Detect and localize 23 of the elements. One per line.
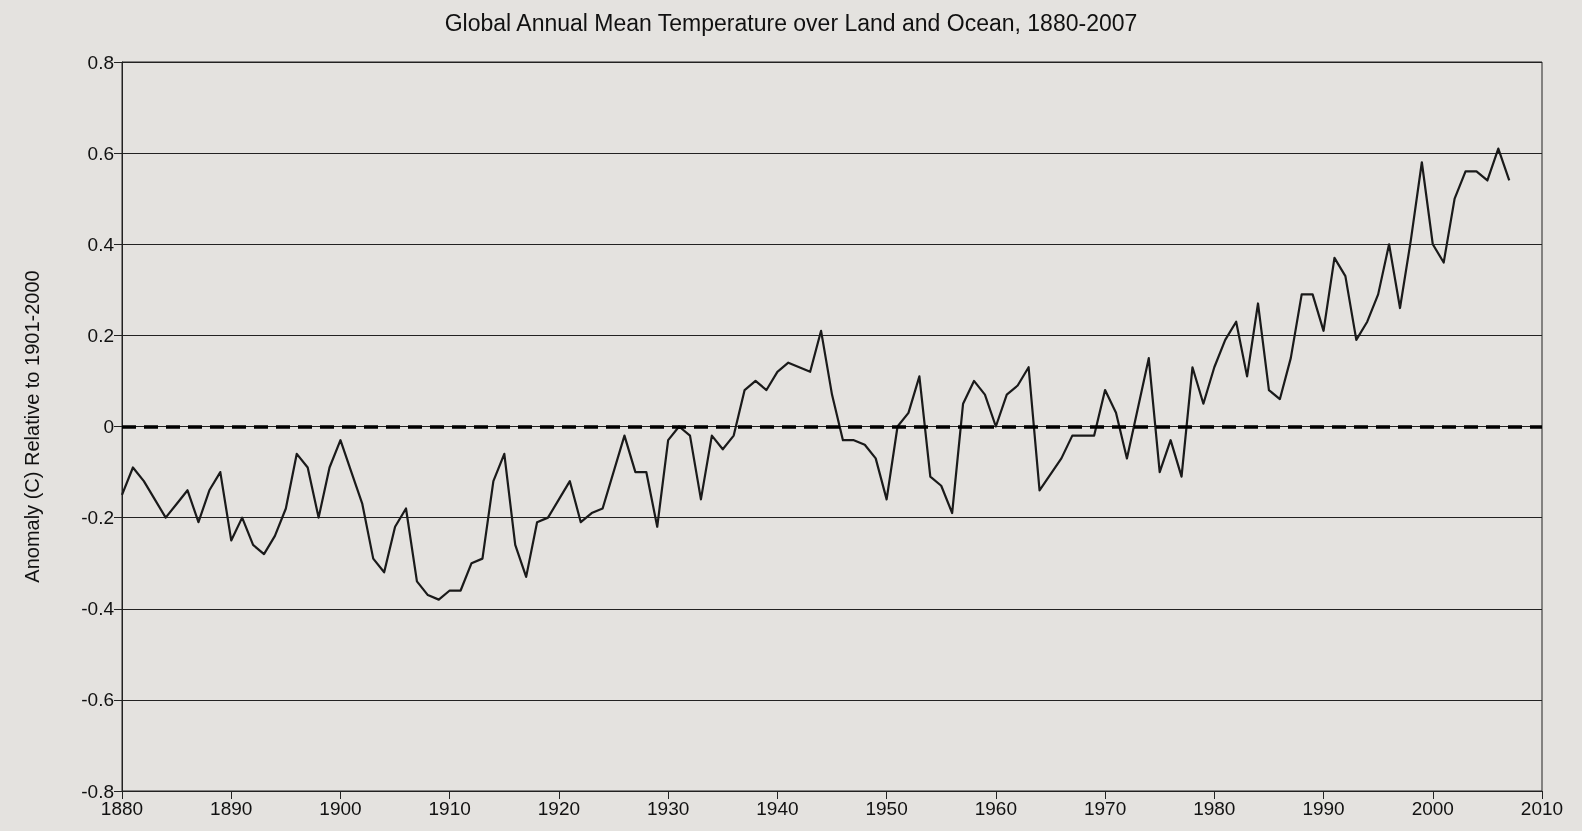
y-tick-label: 0: [103, 416, 114, 437]
x-tick-label: 1910: [428, 798, 471, 819]
x-tick-label: 1940: [756, 798, 799, 819]
x-tick-label: 1900: [319, 798, 362, 819]
y-tick-label: 0.4: [87, 233, 115, 255]
y-axis-title: Anomaly (C) Relative to 1901-2000: [21, 270, 43, 583]
y-tick-label: 0.8: [87, 51, 114, 73]
y-tick-label: 0.6: [87, 142, 114, 164]
x-tick-label: 2010: [1520, 798, 1564, 819]
x-tick-label: 1960: [974, 798, 1017, 819]
x-tick-label: 1930: [647, 798, 690, 819]
x-tick-label: 1980: [1193, 798, 1236, 819]
x-tick-label: 1890: [210, 798, 253, 819]
y-tick-label: -0.4: [81, 598, 115, 620]
y-tick-label: 0.2: [87, 324, 114, 346]
y-tick-label: -0.6: [81, 689, 114, 711]
chart-title: Global Annual Mean Temperature over Land and Ocean, 1880-2007: [444, 9, 1138, 36]
x-tick-label: 2000: [1411, 798, 1454, 819]
x-tick-label: 1990: [1302, 798, 1345, 819]
x-tick-label: 1950: [865, 798, 908, 819]
y-tick-label: -0.2: [81, 507, 114, 529]
x-tick-label: 1970: [1083, 798, 1127, 819]
x-tick-label: 1920: [537, 798, 581, 819]
